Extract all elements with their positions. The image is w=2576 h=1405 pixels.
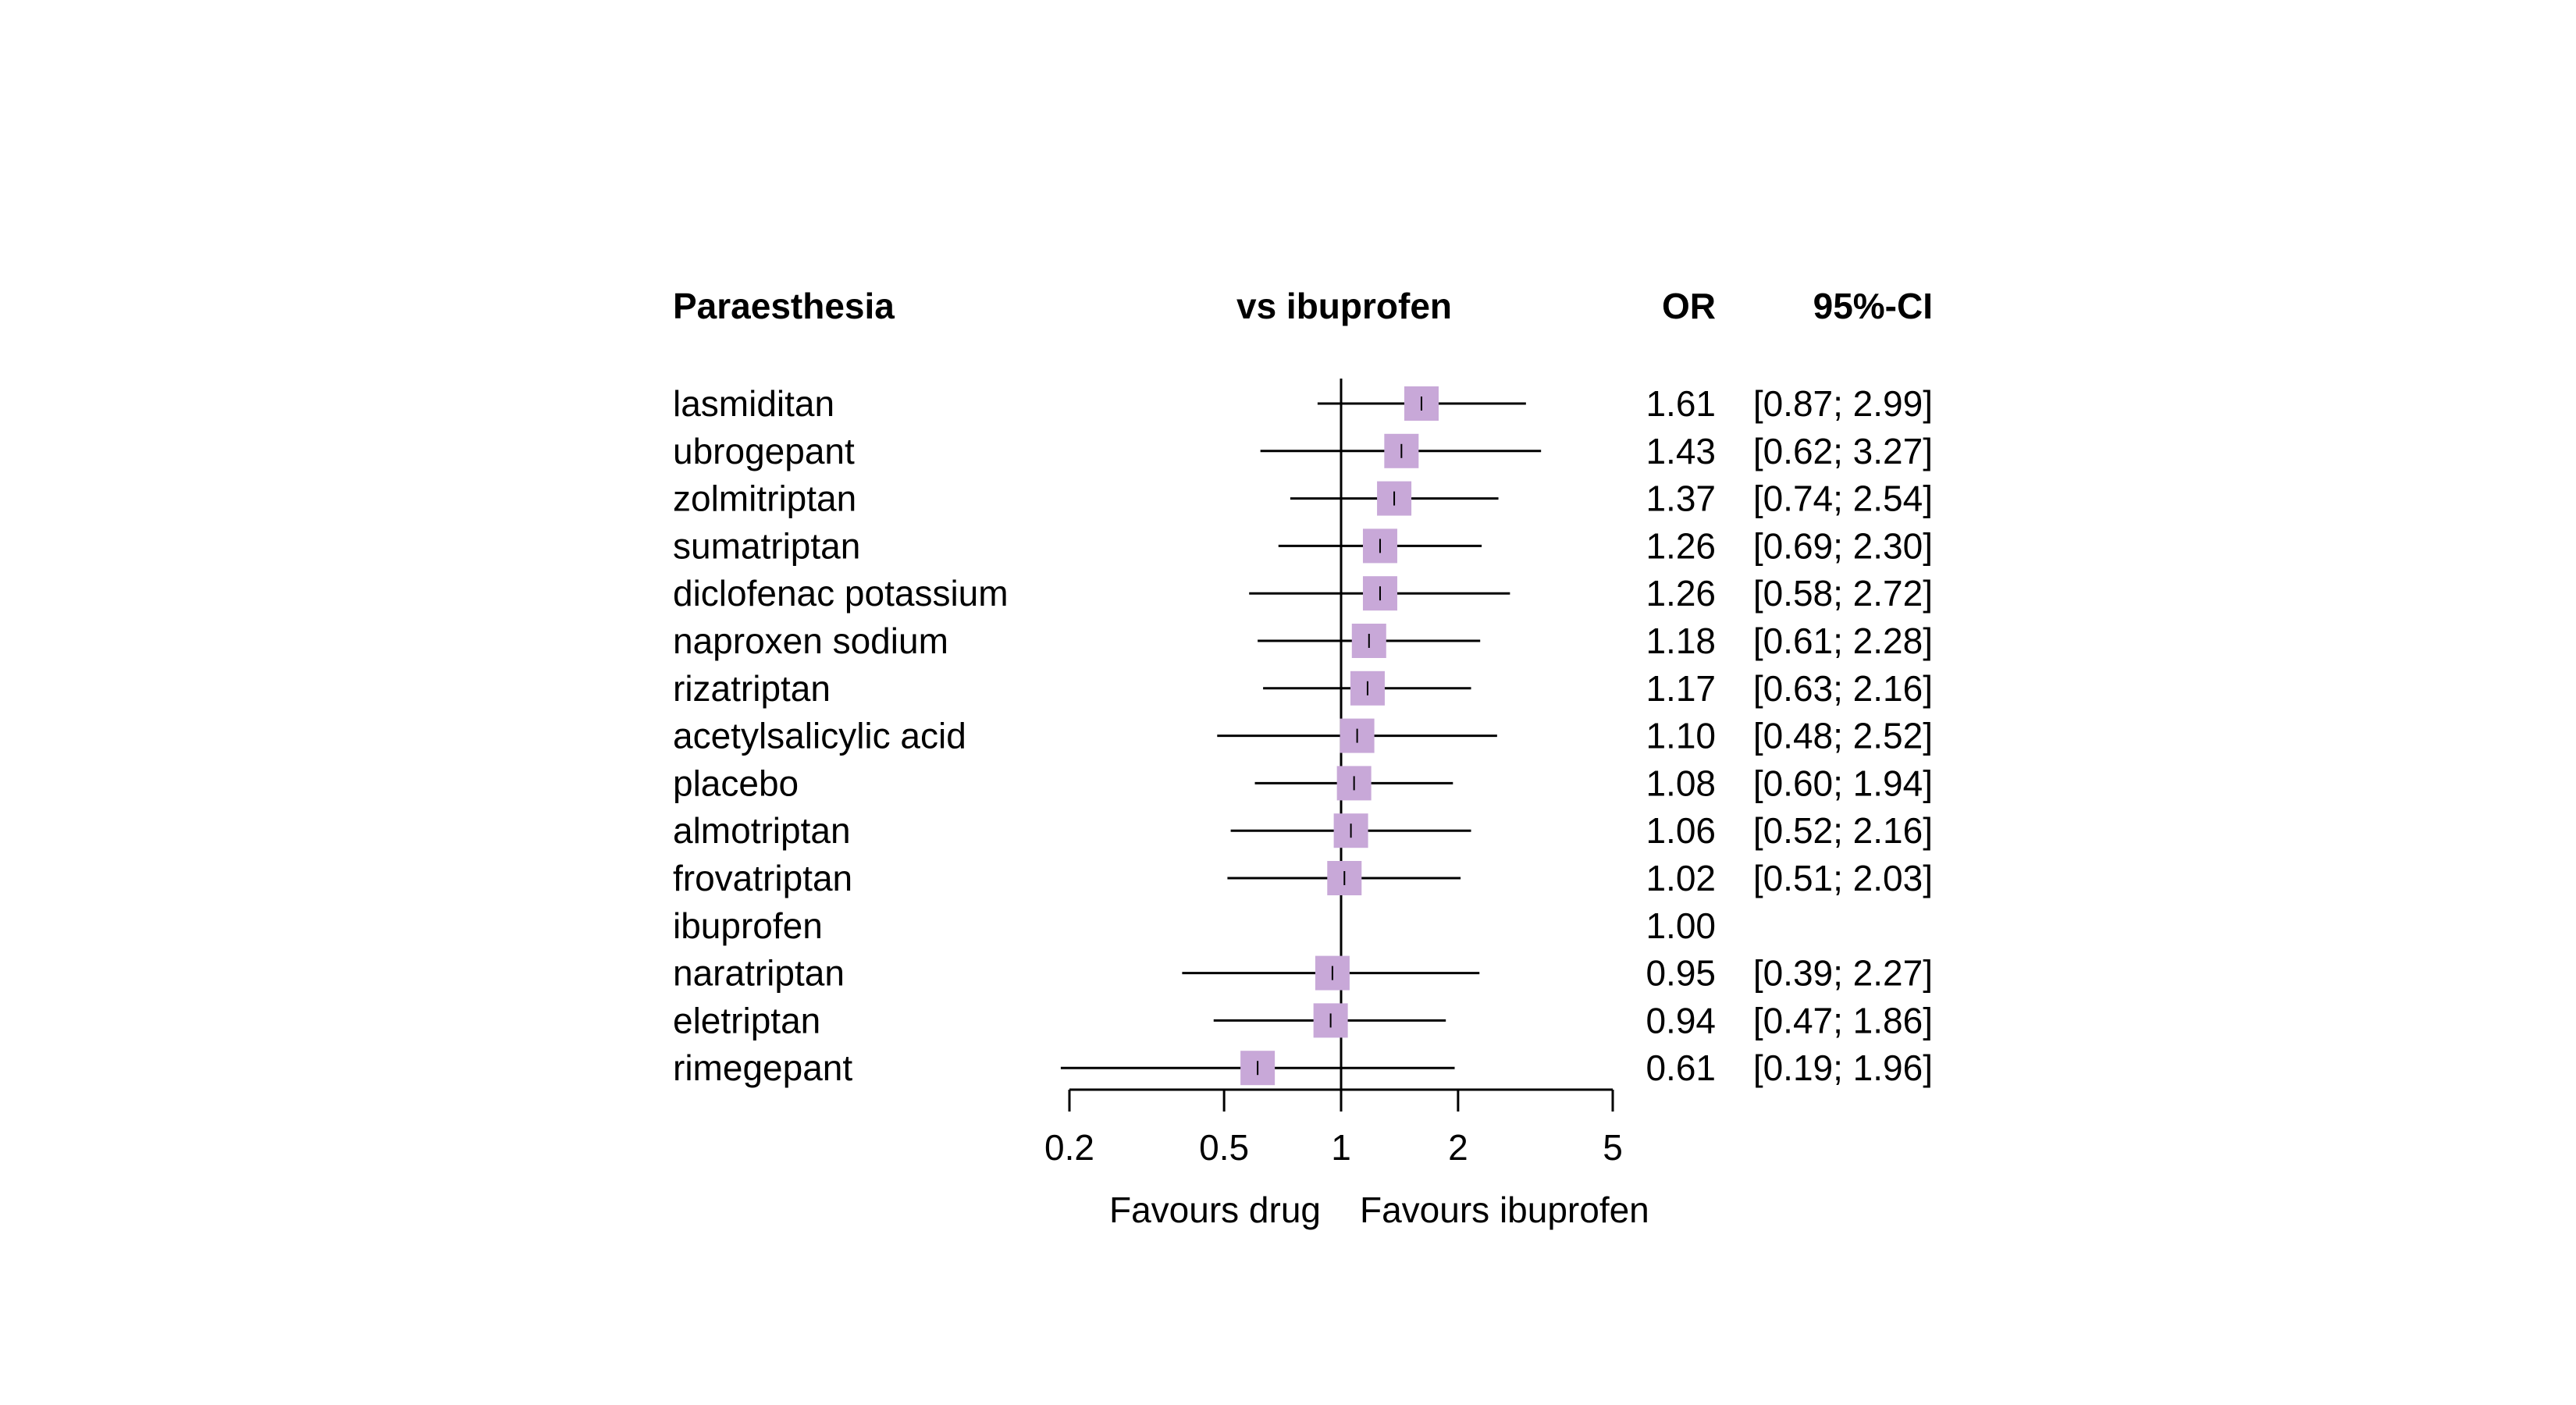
or-value: 1.26 [1646,525,1716,566]
outcome-title: Paraesthesia [673,286,895,326]
favours-ibuprofen-label: Favours ibuprofen [1360,1190,1649,1230]
or-header: OR [1662,286,1716,326]
ci-value: [0.58; 2.72] [1753,573,1933,614]
or-value: 1.18 [1646,621,1716,661]
or-value: 0.95 [1646,953,1716,994]
drug-label: naratriptan [673,953,845,994]
ci-header: 95%-CI [1813,286,1933,326]
x-tick-label: 5 [1603,1127,1623,1168]
x-tick-label: 0.5 [1199,1127,1249,1168]
drug-label: naproxen sodium [673,621,948,661]
drug-label: diclofenac potassium [673,573,1009,614]
ci-value: [0.47; 1.86] [1753,1000,1933,1040]
comparison-header: vs ibuprofen [1236,286,1452,326]
forest-row: ubrogepant 1.43 [0.62; 3.27] [673,431,1933,471]
x-axis: 0.2 0.5 1 2 5 [1044,1088,1623,1168]
ci-value: [0.62; 3.27] [1753,431,1933,471]
forest-row: placebo 1.08 [0.60; 1.94] [673,763,1933,803]
ci-value: [0.48; 2.52] [1753,716,1933,756]
forest-row: zolmitriptan 1.37 [0.74; 2.54] [673,478,1933,519]
forest-rows: lasmiditan 1.61 [0.87; 2.99] ubrogepant 1.43… [673,383,1933,1088]
ci-value: [0.39; 2.27] [1753,953,1933,994]
or-value: 1.02 [1646,858,1716,898]
or-value: 1.06 [1646,810,1716,851]
drug-label: frovatriptan [673,858,852,898]
ci-value: [0.19; 1.96] [1753,1048,1933,1088]
ci-value: [0.61; 2.28] [1753,621,1933,661]
favours-drug-label: Favours drug [1109,1190,1321,1230]
ci-value: [0.74; 2.54] [1753,478,1933,519]
or-value: 1.37 [1646,478,1716,519]
drug-label: acetylsalicylic acid [673,716,966,756]
ci-value: [0.87; 2.99] [1753,383,1933,424]
ci-value: [0.63; 2.16] [1753,668,1933,709]
or-value: 1.17 [1646,668,1716,709]
forest-row: naratriptan 0.95 [0.39; 2.27] [673,953,1933,994]
ci-value: [0.52; 2.16] [1753,810,1933,851]
forest-row: rizatriptan 1.17 [0.63; 2.16] [673,668,1933,709]
forest-row: ibuprofen 1.00 [673,905,1716,946]
x-tick-label: 1 [1331,1127,1351,1168]
forest-row: almotriptan 1.06 [0.52; 2.16] [673,810,1933,851]
drug-label: eletriptan [673,1000,820,1040]
drug-label: rizatriptan [673,668,831,709]
ci-value: [0.69; 2.30] [1753,525,1933,566]
forest-row: frovatriptan 1.02 [0.51; 2.03] [673,858,1933,898]
forest-row: naproxen sodium 1.18 [0.61; 2.28] [673,621,1933,661]
drug-label: zolmitriptan [673,478,856,519]
drug-label: lasmiditan [673,383,834,424]
forest-row: rimegepant 0.61 [0.19; 1.96] [673,1048,1933,1088]
drug-label: rimegepant [673,1048,852,1088]
or-value: 1.00 [1646,905,1716,946]
or-value: 1.43 [1646,431,1716,471]
x-tick-label: 2 [1448,1127,1468,1168]
forest-row: acetylsalicylic acid 1.10 [0.48; 2.52] [673,716,1933,756]
or-value: 1.10 [1646,716,1716,756]
drug-label: ibuprofen [673,905,823,946]
or-value: 1.61 [1646,383,1716,424]
forest-row: sumatriptan 1.26 [0.69; 2.30] [673,525,1933,566]
forest-row: diclofenac potassium 1.26 [0.58; 2.72] [673,573,1933,614]
ci-value: [0.51; 2.03] [1753,858,1933,898]
forest-row: lasmiditan 1.61 [0.87; 2.99] [673,383,1933,424]
forest-row: eletriptan 0.94 [0.47; 1.86] [673,1000,1933,1040]
or-value: 1.26 [1646,573,1716,614]
drug-label: almotriptan [673,810,851,851]
drug-label: placebo [673,763,799,803]
or-value: 0.94 [1646,1000,1716,1040]
or-value: 0.61 [1646,1048,1716,1088]
or-value: 1.08 [1646,763,1716,803]
ci-value: [0.60; 1.94] [1753,763,1933,803]
x-tick-label: 0.2 [1044,1127,1094,1168]
drug-label: sumatriptan [673,525,860,566]
drug-label: ubrogepant [673,431,855,471]
